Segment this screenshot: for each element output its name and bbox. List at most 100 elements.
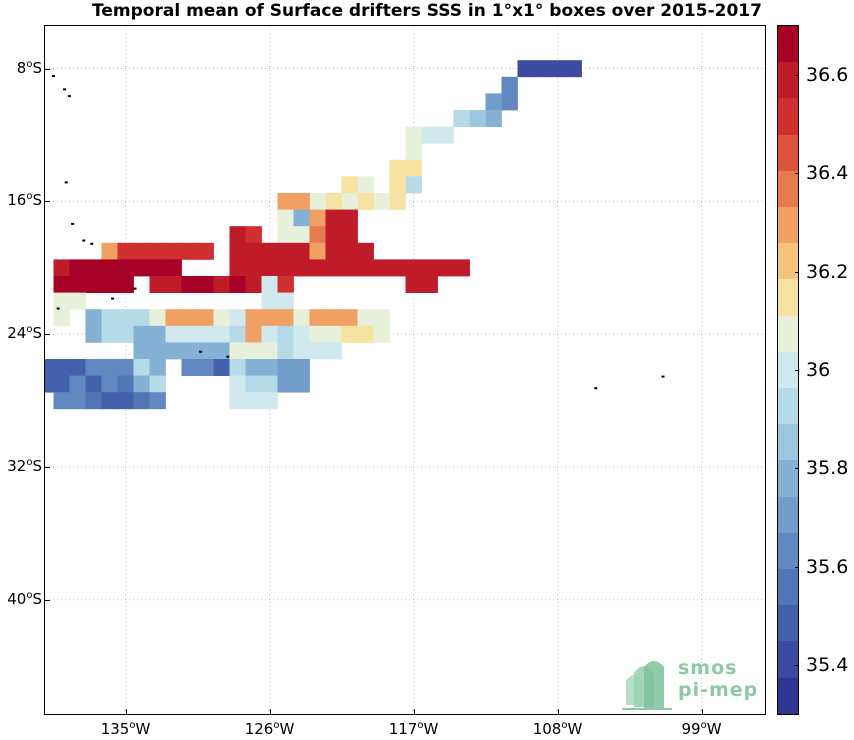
sss-cell: [53, 276, 70, 293]
colorbar-tick: [795, 468, 799, 470]
sss-cell: [101, 259, 118, 277]
sss-cell: [149, 359, 166, 376]
sss-cell: [357, 193, 374, 210]
colorbar-segment: [778, 62, 798, 99]
sss-cell: [277, 325, 294, 343]
colorbar-tick-label: 35.4: [806, 653, 849, 676]
sss-cell: [389, 159, 406, 177]
sss-cell: [309, 325, 326, 343]
sss-cell: [341, 226, 358, 244]
colorbar-segment: [778, 641, 798, 678]
sss-cell: [405, 126, 422, 144]
colorbar-segment: [778, 279, 798, 316]
map-title: Temporal mean of Surface drifters SSS in…: [92, 1, 762, 21]
colorbar-tick-label: 36.2: [806, 260, 849, 283]
sss-cell: [181, 342, 198, 360]
sss-cell: [245, 375, 262, 393]
sss-cell: [245, 359, 262, 376]
sss-cell: [325, 226, 342, 244]
colorbar-segment: [778, 26, 798, 63]
colorbar-tick: [795, 664, 799, 666]
sss-cell: [501, 76, 518, 94]
sss-cell: [357, 309, 374, 327]
sss-cell: [213, 342, 230, 360]
colorbar-tick: [795, 271, 799, 273]
sss-cell: [389, 259, 406, 277]
island-speck: [226, 355, 230, 358]
map-canvas: [45, 26, 765, 714]
sss-cell: [101, 375, 118, 393]
colorbar-segment: [778, 460, 798, 497]
sss-cell: [309, 342, 326, 360]
sss-cell: [133, 242, 150, 260]
sss-cell: [277, 226, 294, 244]
colorbar-segment: [778, 532, 798, 570]
sss-cell: [229, 375, 246, 393]
sss-cell: [293, 209, 310, 227]
lat-tick-label: 24oS: [7, 324, 42, 343]
lat-tick: [45, 201, 50, 203]
sss-cell: [245, 342, 262, 360]
sss-cell: [405, 143, 422, 161]
sss-cell: [261, 392, 278, 410]
island-speck: [67, 95, 71, 98]
sss-cell: [229, 242, 246, 260]
sss-cell: [453, 110, 470, 127]
sss-cell: [69, 392, 86, 410]
sss-cell: [549, 60, 566, 78]
sss-cell: [149, 259, 166, 277]
sss-cell: [165, 342, 182, 360]
sss-cell: [149, 375, 166, 393]
sss-cell: [341, 309, 358, 327]
sss-cell: [325, 309, 342, 327]
sss-cell: [197, 276, 214, 293]
sss-cell: [165, 259, 182, 277]
sss-cell: [341, 242, 358, 260]
sss-cell: [197, 325, 214, 343]
sss-cell: [149, 242, 166, 260]
sss-cell: [533, 60, 550, 78]
island-speck: [90, 242, 94, 245]
colorbar-tick-label: 35.6: [806, 555, 849, 578]
sss-cell: [53, 375, 70, 393]
sss-cell: [277, 259, 294, 277]
sss-cell: [197, 342, 214, 360]
sss-cell: [293, 193, 310, 210]
logo-line1: smos: [678, 657, 738, 679]
sss-cell: [85, 325, 102, 343]
sss-cell: [245, 276, 262, 293]
sss-cell: [101, 309, 118, 327]
sss-cell: [245, 325, 262, 343]
sss-cell: [309, 242, 326, 260]
sss-cell: [85, 276, 102, 293]
sss-cell: [261, 259, 278, 277]
sss-cell: [101, 276, 118, 293]
sss-cell: [149, 342, 166, 360]
lon-tick-label: 117oW: [388, 720, 439, 738]
sss-cell: [277, 276, 294, 293]
sss-cell: [245, 309, 262, 327]
sss-cell: [181, 309, 198, 327]
colorbar-tick-label: 35.8: [806, 457, 849, 480]
sss-cell: [213, 359, 230, 376]
sss-cell: [101, 325, 118, 343]
lat-tick-label: 40oS: [7, 589, 42, 608]
sss-cell: [165, 242, 182, 260]
island-speck: [594, 387, 598, 390]
sss-cell: [213, 276, 230, 293]
island-speck: [661, 375, 665, 378]
colorbar-tick-label: 36.4: [806, 162, 849, 185]
sss-cell: [117, 359, 134, 376]
sss-cell: [277, 375, 294, 393]
sss-cell: [133, 359, 150, 376]
lon-tick: [557, 709, 559, 714]
sss-cell: [45, 359, 54, 376]
sss-cell: [341, 259, 358, 277]
sss-cell: [309, 226, 326, 244]
colorbar-segment: [778, 496, 798, 533]
sss-cell: [85, 359, 102, 376]
colorbar: [777, 25, 799, 715]
colorbar-segment: [778, 98, 798, 135]
sss-cell: [229, 325, 246, 343]
sss-cell: [133, 325, 150, 343]
